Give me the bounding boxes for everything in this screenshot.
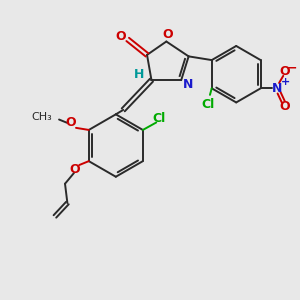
Text: O: O bbox=[163, 28, 173, 41]
Text: Cl: Cl bbox=[202, 98, 215, 111]
Text: −: − bbox=[287, 61, 297, 75]
Text: +: + bbox=[280, 77, 290, 87]
Text: H: H bbox=[134, 68, 144, 81]
Text: O: O bbox=[70, 163, 80, 176]
Text: Cl: Cl bbox=[153, 112, 166, 125]
Text: N: N bbox=[272, 82, 282, 95]
Text: O: O bbox=[280, 100, 290, 113]
Text: O: O bbox=[66, 116, 76, 129]
Text: O: O bbox=[280, 64, 290, 78]
Text: O: O bbox=[116, 30, 127, 43]
Text: N: N bbox=[183, 78, 193, 91]
Text: CH₃: CH₃ bbox=[32, 112, 52, 122]
